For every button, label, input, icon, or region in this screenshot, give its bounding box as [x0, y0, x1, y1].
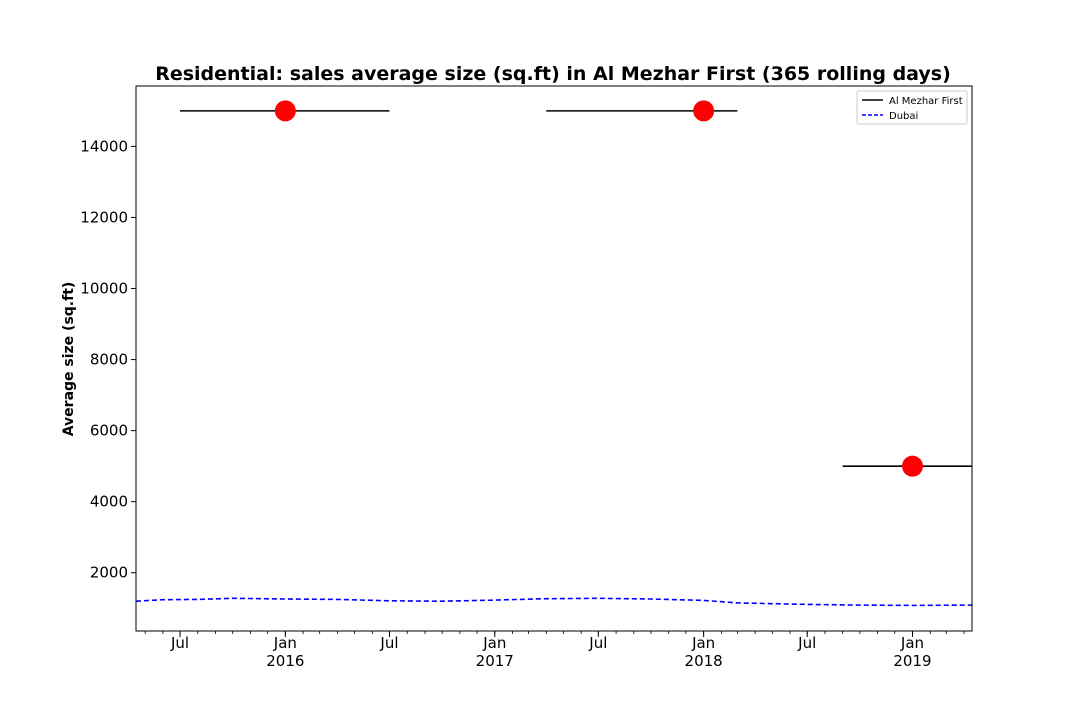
- x-tick-label: Jul: [379, 634, 398, 652]
- x-tick-label: Jan: [273, 634, 297, 652]
- y-tick-label: 10000: [80, 280, 128, 298]
- chart-title: Residential: sales average size (sq.ft) …: [155, 63, 951, 85]
- y-tick-label: 6000: [90, 422, 128, 440]
- x-tick-year-label: 2019: [893, 652, 931, 670]
- y-tick-label: 12000: [80, 208, 128, 226]
- y-tick-label: 4000: [90, 493, 128, 511]
- x-tick-label: Jan: [900, 634, 924, 652]
- legend-box: [856, 90, 968, 125]
- data-point-marker: [693, 100, 715, 122]
- y-tick-label: 8000: [90, 351, 128, 369]
- legend: Al Mezhar First Dubai: [856, 90, 968, 125]
- y-tick-label: 14000: [80, 137, 128, 155]
- data-point-marker: [901, 455, 923, 477]
- x-tick-year-label: 2018: [685, 652, 723, 670]
- plot-area: [135, 100, 973, 607]
- y-axis-label: Average size (sq.ft): [61, 282, 77, 437]
- x-tick-label: Jul: [797, 634, 816, 652]
- x-tick-label: Jan: [482, 634, 506, 652]
- x-tick-label: Jul: [170, 634, 189, 652]
- x-tick-year-label: 2017: [476, 652, 514, 670]
- x-tick-label: Jul: [588, 634, 607, 652]
- legend-label: Al Mezhar First: [889, 96, 963, 107]
- x-tick-year-label: 2016: [266, 652, 304, 670]
- axes-frame: [135, 85, 973, 632]
- series-dubai-line: [135, 597, 973, 607]
- legend-label: Dubai: [889, 111, 918, 122]
- y-tick-label: 2000: [90, 564, 128, 582]
- x-tick-label: Jan: [691, 634, 715, 652]
- data-point-marker: [274, 100, 296, 122]
